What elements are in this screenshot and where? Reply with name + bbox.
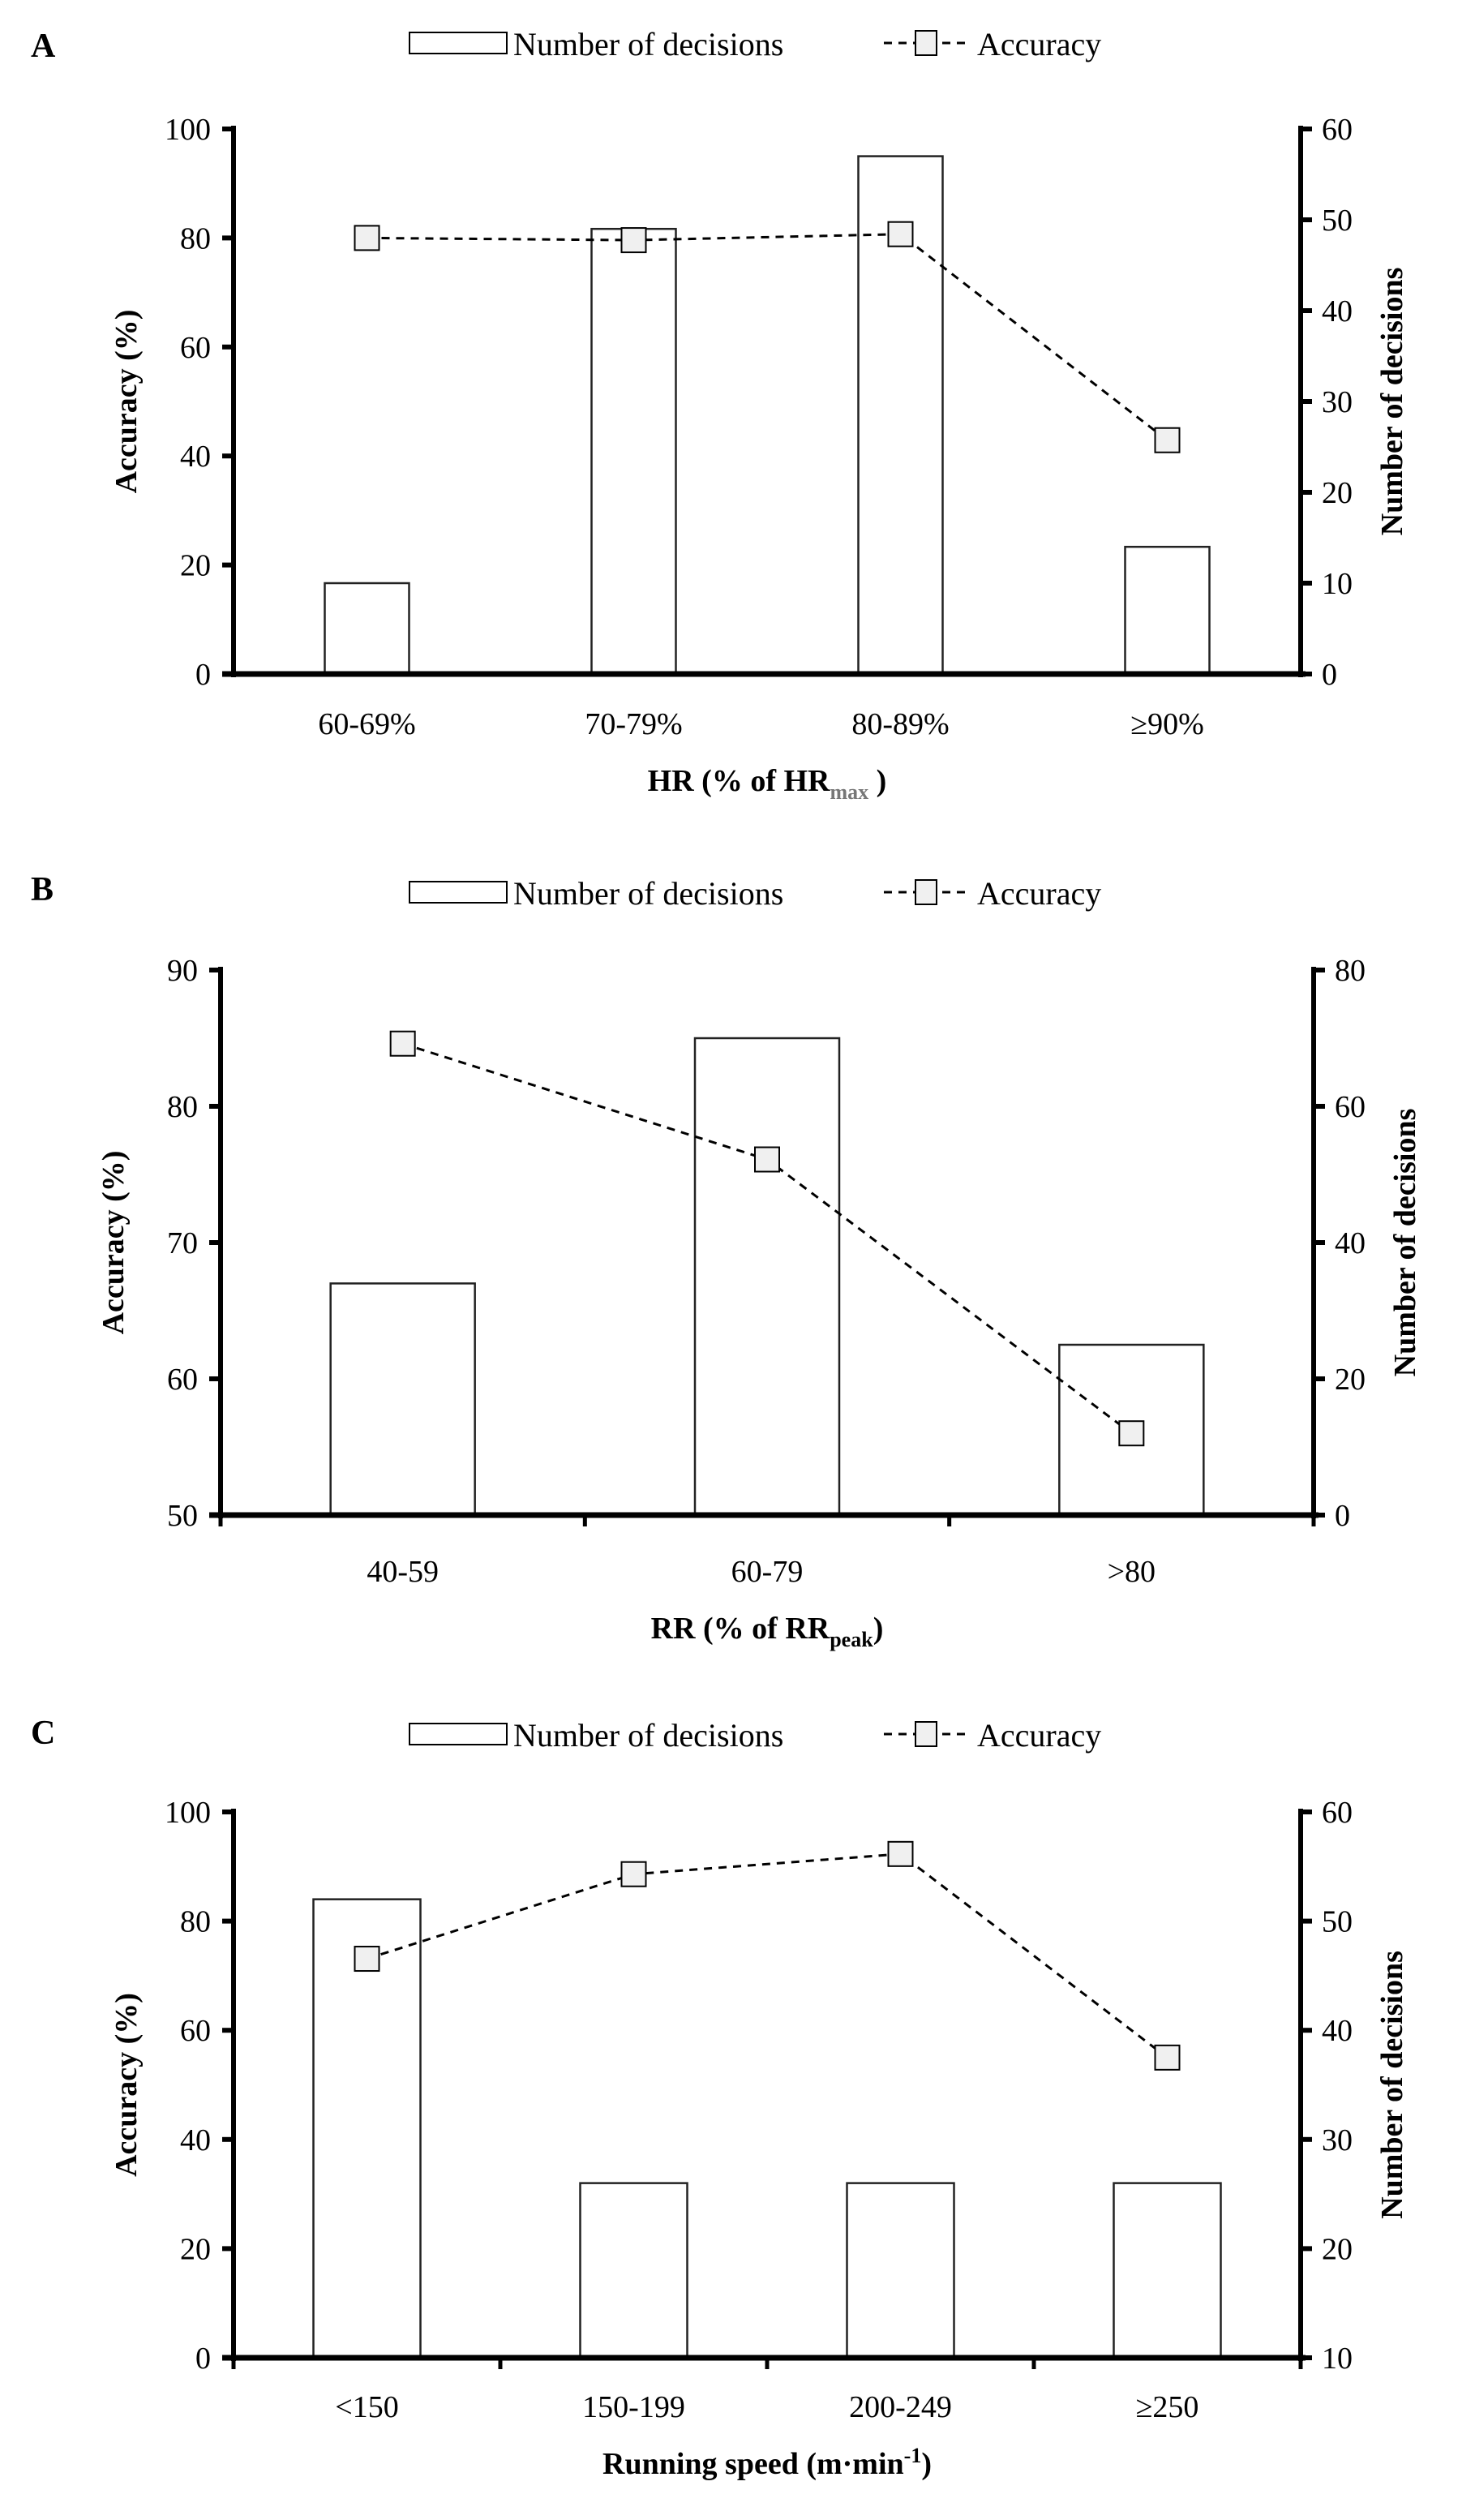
legend: Number of decisions Accuracy: [409, 26, 1101, 62]
y-tick-label-right: 50: [1322, 1905, 1353, 1939]
legend-marker-swatch: [915, 1721, 937, 1747]
accuracy-marker-1: [620, 227, 647, 254]
y-tick-label-left: 40: [180, 2123, 211, 2157]
legend-label-accuracy: Accuracy: [977, 26, 1101, 62]
y-tick-label-left: 0: [195, 2342, 211, 2376]
bar-3: [1113, 2182, 1222, 2359]
y-tick-label-right: 30: [1322, 2123, 1353, 2157]
x-tick-label: 60-69%: [318, 707, 415, 741]
bar-3: [1124, 545, 1211, 676]
bar-0: [312, 1898, 422, 2359]
accuracy-marker-0: [389, 1030, 416, 1057]
y-tick-label-right: 30: [1322, 385, 1353, 419]
bar-1: [590, 227, 677, 676]
y-axis-title-right: Number of decisions: [1375, 268, 1409, 536]
x-tick-label: 200-249: [849, 2390, 952, 2424]
y-tick-label-right: 0: [1335, 1499, 1350, 1533]
y-tick-label-left: 20: [180, 549, 211, 583]
y-tick-label-right: 50: [1322, 204, 1353, 238]
y-tick-label-left: 20: [180, 2232, 211, 2266]
y-tick-label-right: 40: [1322, 2014, 1353, 2048]
bar-0: [329, 1282, 476, 1517]
legend: Number of decisions Accuracy: [409, 875, 1101, 912]
y-tick-label-right: 20: [1322, 476, 1353, 510]
legend-label-accuracy: Accuracy: [977, 1717, 1101, 1754]
y-tick-label-left: 50: [167, 1499, 198, 1533]
legend-bar-swatch: [409, 1723, 508, 1745]
y-tick-label-right: 40: [1322, 294, 1353, 328]
accuracy-line: [367, 1852, 1168, 2059]
y-tick-label-left: 90: [167, 954, 198, 988]
x-tick-label: ≥90%: [1130, 707, 1204, 741]
x-axis-title: Running speed (m·min-1): [602, 2444, 932, 2481]
y-tick-label-left: 60: [180, 2014, 211, 2048]
accuracy-marker-0: [354, 1946, 380, 1973]
accuracy-marker-3: [1154, 2044, 1181, 2071]
y-tick-label-left: 100: [165, 1796, 211, 1830]
accuracy-marker-1: [754, 1146, 780, 1173]
y-tick-label-right: 10: [1322, 567, 1353, 601]
x-tick-label: 70-79%: [585, 707, 682, 741]
y-tick-label-left: 80: [180, 221, 211, 255]
y-tick-label-left: 80: [167, 1090, 198, 1124]
y-axis-title-left: Accuracy (%): [109, 310, 144, 494]
y-tick-label-right: 40: [1335, 1226, 1366, 1260]
y-tick-label-right: 60: [1322, 1796, 1353, 1830]
y-tick-label-right: 20: [1322, 2232, 1353, 2266]
legend-label-bars: Number of decisions: [513, 1717, 783, 1754]
legend: Number of decisions Accuracy: [409, 1717, 1101, 1754]
x-tick-label: 60-79: [731, 1555, 804, 1589]
legend-marker-swatch: [915, 30, 937, 56]
x-tick-label: 40-59: [367, 1555, 439, 1589]
accuracy-line: [367, 233, 1168, 441]
bar-1: [693, 1037, 841, 1517]
y-axis-title-left: Accuracy (%): [109, 1993, 144, 2177]
y-tick-label-right: 20: [1335, 1363, 1366, 1397]
y-tick-label-right: 80: [1335, 954, 1366, 988]
x-axis-title: RR (% of RRpeak): [651, 1612, 884, 1651]
x-tick-label: ≥250: [1136, 2390, 1199, 2424]
legend-bar-swatch: [409, 32, 508, 54]
panel-letter: A: [31, 28, 56, 65]
accuracy-marker-1: [620, 1861, 647, 1887]
panel-letter: B: [31, 871, 54, 908]
chart-panel-c: C Number of decisions Accuracy 0 20 40 60 80 100…: [31, 1715, 1409, 2481]
accuracy-marker-2: [1118, 1420, 1145, 1447]
y-tick-label-right: 10: [1322, 2342, 1353, 2376]
x-axis-title: HR (% of HRmax ): [648, 764, 887, 804]
x-tick-label: >80: [1108, 1555, 1156, 1589]
accuracy-marker-0: [354, 225, 380, 251]
bar-2: [846, 2182, 955, 2359]
accuracy-marker-2: [887, 221, 914, 247]
y-tick-label-left: 70: [167, 1226, 198, 1260]
x-tick-label: 150-199: [582, 2390, 685, 2424]
accuracy-marker-3: [1154, 427, 1181, 453]
y-tick-label-left: 60: [180, 331, 211, 365]
y-tick-label-right: 60: [1335, 1090, 1366, 1124]
legend-label-bars: Number of decisions: [513, 26, 783, 62]
legend-bar-swatch: [409, 881, 508, 904]
x-tick-label: 80-89%: [851, 707, 949, 741]
panel-letter: C: [31, 1715, 55, 1752]
chart-panel-b: B Number of decisions Accuracy 50 60 70 80 90 0 2…: [31, 871, 1422, 1651]
legend-label-accuracy: Accuracy: [977, 875, 1101, 912]
y-tick-label-left: 40: [180, 440, 211, 474]
y-axis-title-right: Number of decisions: [1375, 1951, 1409, 2219]
y-tick-label-left: 60: [167, 1363, 198, 1397]
y-tick-label-right: 0: [1322, 658, 1337, 692]
x-tick-label: <150: [335, 2390, 398, 2424]
accuracy-marker-2: [887, 1840, 914, 1867]
y-axis-title-left: Accuracy (%): [96, 1151, 131, 1335]
y-tick-label-right: 60: [1322, 113, 1353, 147]
bar-1: [579, 2182, 688, 2359]
bar-0: [324, 582, 410, 676]
chart-panel-a: A Number of decisions Accuracy020406080100…: [31, 26, 1409, 804]
legend-label-bars: Number of decisions: [513, 875, 783, 912]
y-axis-title-right: Number of decisions: [1388, 1109, 1422, 1377]
y-tick-label-left: 80: [180, 1905, 211, 1939]
y-tick-label-left: 100: [165, 113, 211, 147]
y-tick-label-left: 0: [195, 658, 211, 692]
legend-marker-swatch: [915, 879, 937, 905]
